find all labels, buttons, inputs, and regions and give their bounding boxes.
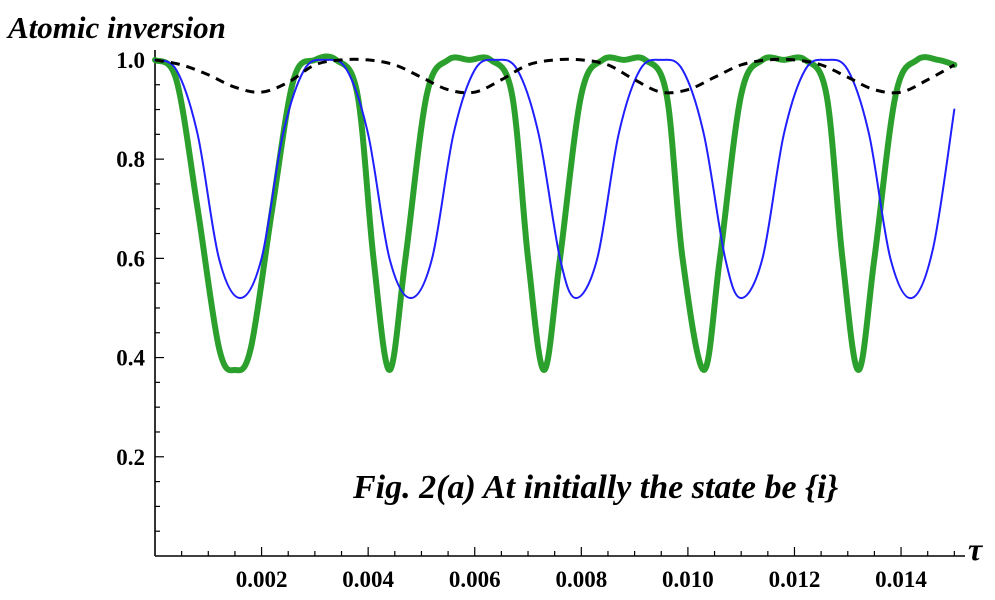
y-tick-label: 0.6 xyxy=(116,246,145,271)
x-tick-label: 0.012 xyxy=(769,567,821,592)
y-axis-title: Atomic inversion xyxy=(6,10,226,45)
y-tick-label: 0.2 xyxy=(116,445,145,470)
x-tick-label: 0.014 xyxy=(875,567,927,592)
series-lines xyxy=(152,53,958,374)
y-tick-label: 0.4 xyxy=(116,346,145,371)
series-blue-thin-line xyxy=(154,58,956,300)
x-tick-label: 0.008 xyxy=(555,567,607,592)
y-axis-ticks: 0.2 0.4 0.6 0.8 1.0 xyxy=(116,48,164,532)
y-tick-label: 1.0 xyxy=(116,48,145,73)
series-green-thick-line xyxy=(152,53,958,374)
series-black-dashed-line xyxy=(154,57,956,95)
x-axis-title: τ xyxy=(968,531,984,567)
y-tick-label: 0.8 xyxy=(116,147,145,172)
x-tick-label: 0.002 xyxy=(236,567,288,592)
x-tick-label: 0.010 xyxy=(662,567,714,592)
x-axis-ticks: 0.002 0.004 0.006 0.008 0.010 0.012 0.014 xyxy=(181,547,955,592)
x-tick-label: 0.004 xyxy=(342,567,394,592)
x-tick-label: 0.006 xyxy=(449,567,501,592)
figure-caption-annotation: Fig. 2(a) At initially the state be {i} xyxy=(352,469,838,506)
